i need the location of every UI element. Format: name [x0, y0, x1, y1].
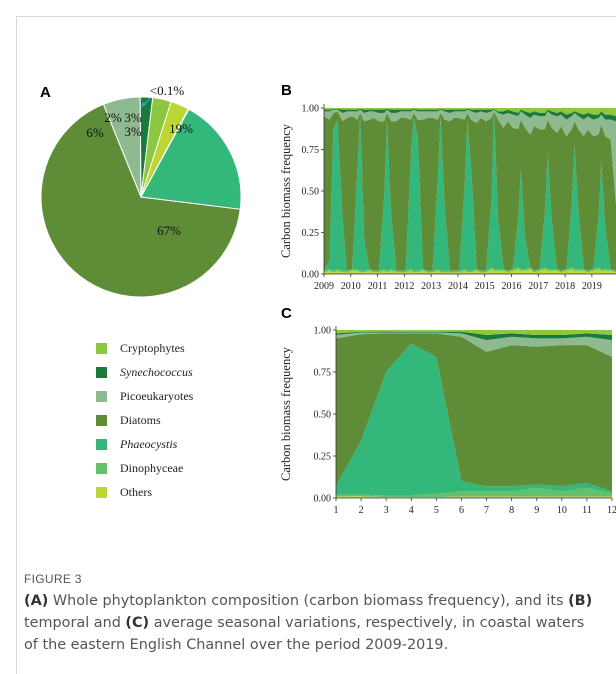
pie-slice-diatoms	[40, 103, 241, 298]
area-chart-temporal: 0.00 0.25 0.50 0.75 1.00 2009 2010 2011 2012 2013…	[279, 104, 616, 292]
caption-segment: average seasonal variations, respectivel…	[24, 615, 585, 653]
caption-segment: (A)	[24, 593, 49, 609]
y-tick-label: 0.50	[302, 187, 320, 198]
legend-label: Dinophyceae	[120, 461, 184, 475]
x-tick-label: 8	[509, 505, 514, 516]
x-tick-label: 2010	[341, 281, 361, 292]
legend-swatch	[96, 343, 107, 354]
caption-segment: (B)	[568, 593, 593, 609]
y-tick-label: 0.75	[314, 368, 332, 379]
area-series-phaeocystis	[324, 111, 616, 271]
area-series-synechococcus	[324, 108, 616, 122]
y-axis-label: Carbon biomass frequency	[279, 346, 293, 481]
caption-segment: (C)	[125, 615, 150, 631]
area-series-dinophyceae	[336, 487, 612, 498]
area-series-synechococcus	[336, 331, 612, 341]
figure-frame	[16, 16, 616, 674]
legend-label: Cryptophytes	[120, 341, 185, 355]
pie-label-others: 3%	[124, 110, 142, 125]
pie-chart: 67% 6%2%3%3% <0.1% 19%	[40, 83, 242, 298]
legend-label: Phaeocystis	[120, 437, 178, 451]
x-tick-label: 2009	[314, 281, 334, 292]
legend-label: Diatoms	[120, 413, 161, 427]
legend-label: Others	[120, 485, 152, 499]
x-tick-label: 5	[434, 505, 439, 516]
y-tick-label: 1.00	[302, 104, 320, 115]
y-tick-label: 1.00	[314, 326, 332, 337]
y-tick-label: 0.50	[314, 410, 332, 421]
panel-label-c: C	[281, 305, 292, 322]
x-tick-label: 10	[557, 505, 567, 516]
legend-swatch	[96, 463, 107, 474]
pie-slice-phaeocystis	[140, 108, 242, 210]
x-tick-label: 2014	[448, 281, 468, 292]
caption-segment: Whole phytoplankton composition (carbon …	[48, 593, 569, 609]
pie-label-picoeukaryotes: 6%	[86, 125, 104, 140]
pie-label-phaeocystis: 19%	[169, 121, 193, 136]
pie-label-synechococcus: 2%	[104, 110, 122, 125]
area-series-picoeukaryotes	[324, 109, 616, 205]
legend-swatch	[96, 439, 107, 450]
y-axis-label: Carbon biomass frequency	[279, 123, 293, 258]
area-series-phaeocystis	[336, 343, 612, 496]
figure-label: FIGURE 3	[24, 572, 82, 586]
legend-label: Synechococcus	[120, 365, 193, 379]
x-tick-label: 2013	[421, 281, 441, 292]
x-tick-label: 3	[384, 505, 389, 516]
pie-label-cryptophytes: 3%	[124, 124, 142, 139]
x-tick-label: 9	[534, 505, 539, 516]
y-tick-label: 0.75	[302, 145, 320, 156]
pie-label-dinophyceae: <0.1%	[150, 83, 185, 98]
x-tick-label: 2018	[555, 281, 575, 292]
area-series-picoeukaryotes	[336, 332, 612, 357]
area-series-dinophyceae	[324, 267, 616, 273]
x-tick-label: 12	[607, 505, 616, 516]
x-tick-label: 4	[409, 505, 414, 516]
x-tick-label: 2011	[368, 281, 388, 292]
y-tick-label: 0.00	[314, 494, 332, 505]
figure-caption: (A) Whole phytoplankton composition (car…	[24, 590, 594, 656]
legend-label: Picoeukaryotes	[120, 389, 194, 403]
legend-swatch	[96, 391, 107, 402]
area-series-cryptophytes	[336, 330, 612, 336]
x-tick-label: 2019	[582, 281, 602, 292]
x-tick-label: 2012	[394, 281, 414, 292]
panel-label-b: B	[281, 82, 292, 99]
legend-swatch	[96, 415, 107, 426]
x-tick-label: 2016	[502, 281, 522, 292]
area-series-cryptophytes	[324, 108, 616, 117]
x-tick-label: 2	[359, 505, 364, 516]
x-tick-label: 2017	[528, 281, 548, 292]
y-tick-label: 0.00	[302, 270, 320, 281]
area-series-others	[336, 496, 612, 498]
legend-swatch	[96, 487, 107, 498]
y-tick-label: 0.25	[314, 452, 332, 463]
caption-segment: temporal and	[24, 615, 126, 631]
area-series-others	[324, 269, 616, 274]
panel-label-a: A	[40, 84, 51, 101]
legend-swatch	[96, 367, 107, 378]
area-series-diatoms	[324, 111, 616, 271]
y-tick-label: 0.25	[302, 228, 320, 239]
pie-label-diatoms: 67%	[157, 223, 181, 238]
x-tick-label: 2015	[475, 281, 495, 292]
x-tick-label: 1	[334, 505, 339, 516]
area-series-diatoms	[336, 333, 612, 492]
x-tick-label: 11	[582, 505, 592, 516]
x-tick-label: 6	[459, 505, 464, 516]
area-chart-seasonal: 0.000.250.500.751.001 2 3 4 5 6 7 8 9 10 11 12Carbo…	[279, 326, 616, 517]
x-tick-label: 7	[484, 505, 489, 516]
pie-leader-arrowhead	[141, 102, 146, 107]
